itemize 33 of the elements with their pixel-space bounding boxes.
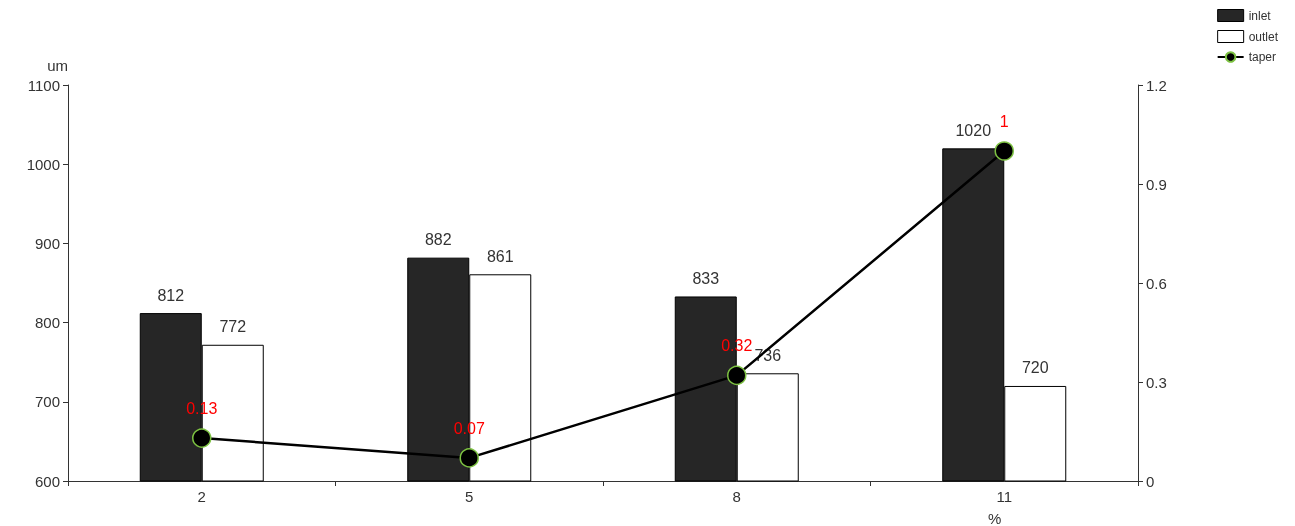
point [994,141,1014,161]
x-tick-label: 5 [465,488,474,505]
data-label: 772 [219,318,247,336]
y-tick-label: 700 [34,393,60,411]
y2-tick-label: 0 [1146,472,1155,490]
y2-tick-label: 0.9 [1146,175,1167,193]
y-tick-label: 600 [34,472,60,490]
data-label: 812 [157,286,185,304]
data-label: 1 [999,112,1009,130]
y2-tick-label: 0.3 [1146,373,1167,391]
x-axis-title: % [988,510,1002,526]
legend-label: taper [1248,50,1276,64]
x-tick-label: 8 [732,488,741,505]
y-tick-label: 1000 [26,155,60,173]
data-label: 861 [486,247,514,265]
x-tick-label: 2 [197,488,206,505]
y2-tick-label: 1.2 [1146,76,1167,94]
data-label: 1020 [955,121,992,139]
data-label: 882 [424,231,452,249]
legend-label: inlet [1248,8,1272,23]
y2-tick-label: 0.6 [1146,274,1167,292]
y-axis-title: um [47,57,68,74]
x-tick-label: 11 [996,488,1013,505]
point [192,428,212,448]
y-tick-label: 900 [34,234,60,252]
data-label: 0.32 [721,337,753,355]
y-tick-label: 800 [34,314,60,332]
legend-label: outlet [1248,29,1279,44]
data-label: 720 [1021,359,1049,377]
y-tick-label: 1100 [27,76,60,94]
point [727,365,747,386]
point [459,448,479,468]
data-label: 833 [692,269,720,287]
